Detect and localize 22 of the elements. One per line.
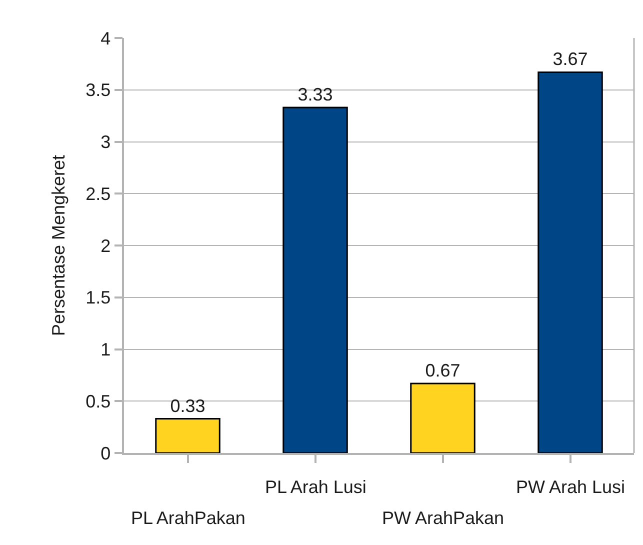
data-label: 0.67 bbox=[425, 360, 460, 380]
x-tick-label: PW Arah Lusi bbox=[516, 477, 626, 497]
bar bbox=[410, 382, 476, 453]
y-tick-label: 3.5 bbox=[86, 80, 111, 100]
bar bbox=[538, 71, 603, 453]
y-tick-label: 0.5 bbox=[86, 391, 111, 412]
y-tick-label: 0 bbox=[100, 443, 111, 464]
y-tick-label: 1.5 bbox=[86, 288, 111, 308]
bar bbox=[282, 106, 348, 453]
data-label: 3.33 bbox=[298, 84, 333, 105]
y-tick-label: 4 bbox=[100, 28, 111, 48]
bar bbox=[155, 418, 220, 453]
y-tick-label: 1 bbox=[100, 340, 111, 360]
y-tick-label: 3 bbox=[100, 132, 111, 152]
y-tick-label: 2.5 bbox=[86, 184, 111, 204]
x-tick-label: PL ArahPakan bbox=[131, 508, 246, 528]
data-label: 0.33 bbox=[170, 396, 206, 416]
y-tick-label: 2 bbox=[100, 236, 111, 256]
y-axis-title: Persentase Mengkeret bbox=[48, 154, 68, 336]
data-label: 3.67 bbox=[552, 49, 588, 70]
x-tick-label: PL Arah Lusi bbox=[265, 477, 366, 497]
x-tick-label: PW ArahPakan bbox=[382, 508, 504, 528]
